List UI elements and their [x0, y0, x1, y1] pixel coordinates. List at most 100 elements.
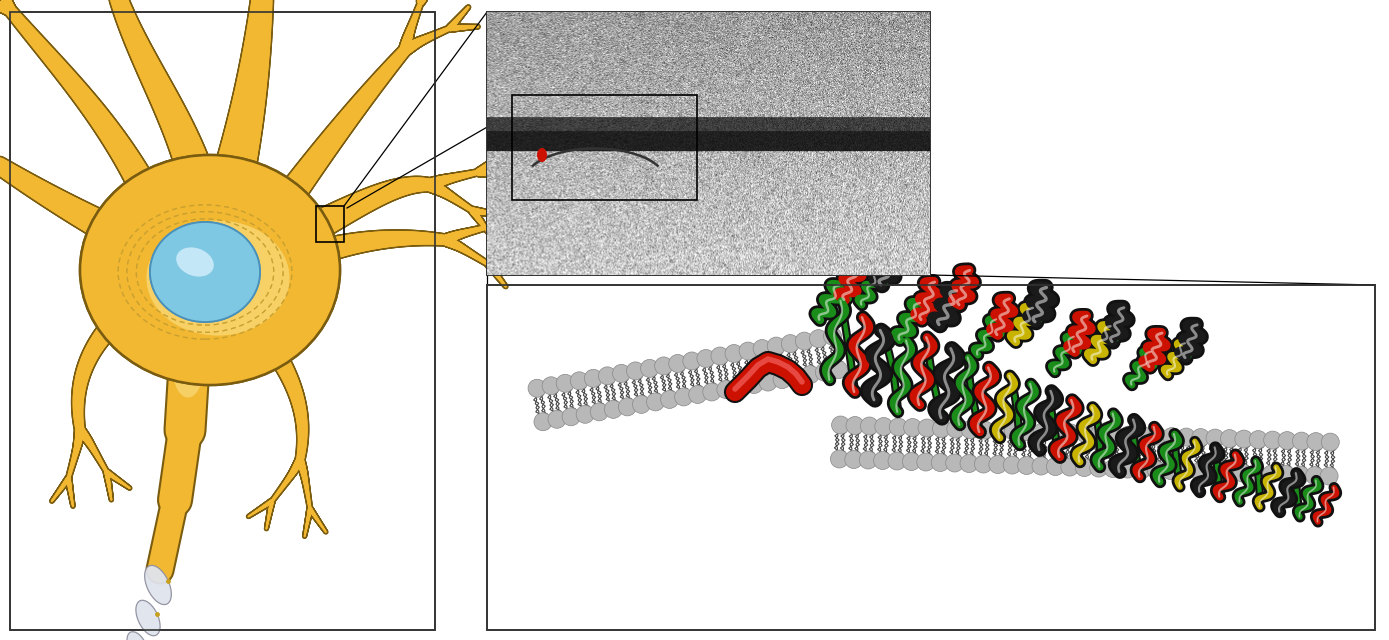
- Ellipse shape: [1206, 429, 1224, 447]
- Ellipse shape: [1075, 458, 1093, 477]
- Ellipse shape: [618, 398, 636, 416]
- Ellipse shape: [889, 418, 907, 436]
- Ellipse shape: [126, 632, 149, 640]
- Ellipse shape: [1161, 461, 1179, 479]
- Ellipse shape: [845, 451, 863, 468]
- Ellipse shape: [1076, 424, 1095, 443]
- Ellipse shape: [874, 451, 892, 470]
- Ellipse shape: [1061, 458, 1079, 476]
- Ellipse shape: [846, 417, 864, 435]
- Ellipse shape: [136, 600, 160, 636]
- Ellipse shape: [932, 420, 950, 438]
- Ellipse shape: [1292, 466, 1310, 484]
- Ellipse shape: [1321, 433, 1339, 451]
- Ellipse shape: [1293, 432, 1310, 450]
- Ellipse shape: [1192, 429, 1210, 447]
- Ellipse shape: [918, 419, 936, 437]
- Ellipse shape: [989, 456, 1007, 474]
- Ellipse shape: [1190, 463, 1208, 481]
- Ellipse shape: [585, 369, 603, 387]
- Ellipse shape: [697, 349, 715, 367]
- Ellipse shape: [1264, 431, 1282, 449]
- Ellipse shape: [931, 454, 949, 472]
- Ellipse shape: [668, 355, 686, 372]
- Ellipse shape: [832, 416, 850, 434]
- Ellipse shape: [632, 396, 650, 413]
- Ellipse shape: [801, 365, 820, 383]
- Ellipse shape: [1220, 463, 1238, 481]
- Ellipse shape: [528, 380, 546, 397]
- Ellipse shape: [1046, 458, 1064, 476]
- Ellipse shape: [788, 368, 806, 386]
- Ellipse shape: [1276, 465, 1295, 484]
- Ellipse shape: [1249, 431, 1267, 449]
- Ellipse shape: [1163, 428, 1181, 445]
- Ellipse shape: [1133, 427, 1151, 445]
- Ellipse shape: [829, 361, 847, 379]
- Ellipse shape: [613, 364, 631, 382]
- Ellipse shape: [1278, 431, 1296, 450]
- Ellipse shape: [703, 383, 721, 401]
- Ellipse shape: [542, 377, 560, 395]
- Ellipse shape: [1033, 423, 1051, 441]
- Ellipse shape: [1063, 424, 1081, 442]
- Ellipse shape: [146, 221, 289, 335]
- Ellipse shape: [150, 222, 260, 322]
- Ellipse shape: [590, 403, 608, 421]
- Ellipse shape: [1133, 461, 1151, 479]
- Ellipse shape: [1306, 467, 1324, 484]
- Ellipse shape: [604, 401, 622, 419]
- Ellipse shape: [1221, 429, 1239, 447]
- Ellipse shape: [646, 393, 664, 411]
- Bar: [513, 95, 697, 200]
- Ellipse shape: [774, 371, 792, 388]
- Ellipse shape: [781, 335, 799, 353]
- Ellipse shape: [1233, 464, 1251, 482]
- Ellipse shape: [1263, 465, 1281, 483]
- Ellipse shape: [903, 452, 921, 470]
- Ellipse shape: [533, 413, 551, 431]
- Ellipse shape: [640, 360, 658, 378]
- Ellipse shape: [144, 565, 171, 605]
- Bar: [317, 206, 344, 242]
- Ellipse shape: [745, 376, 763, 394]
- Ellipse shape: [796, 332, 814, 350]
- Ellipse shape: [1149, 427, 1167, 445]
- Ellipse shape: [626, 362, 644, 380]
- Ellipse shape: [81, 155, 340, 385]
- Ellipse shape: [675, 388, 693, 406]
- Ellipse shape: [824, 327, 842, 345]
- Ellipse shape: [1176, 462, 1195, 480]
- Ellipse shape: [556, 374, 574, 392]
- Ellipse shape: [1106, 426, 1124, 444]
- Ellipse shape: [961, 420, 979, 438]
- Ellipse shape: [1018, 456, 1036, 474]
- Ellipse shape: [810, 330, 828, 348]
- Ellipse shape: [571, 372, 589, 390]
- Ellipse shape: [975, 455, 992, 473]
- Ellipse shape: [576, 405, 594, 423]
- Ellipse shape: [683, 352, 701, 370]
- Ellipse shape: [661, 390, 679, 408]
- Ellipse shape: [947, 420, 965, 438]
- Ellipse shape: [831, 450, 849, 468]
- Ellipse shape: [1020, 422, 1036, 440]
- Ellipse shape: [1178, 428, 1196, 446]
- Ellipse shape: [1249, 465, 1267, 483]
- Ellipse shape: [711, 347, 729, 365]
- Ellipse shape: [599, 367, 617, 385]
- Ellipse shape: [146, 221, 289, 335]
- Ellipse shape: [549, 410, 567, 428]
- Ellipse shape: [1320, 467, 1338, 485]
- Ellipse shape: [1147, 461, 1165, 479]
- Ellipse shape: [815, 363, 833, 381]
- Ellipse shape: [1204, 463, 1222, 481]
- Ellipse shape: [946, 454, 964, 472]
- Ellipse shape: [1104, 460, 1122, 477]
- Ellipse shape: [176, 248, 214, 276]
- Ellipse shape: [725, 344, 743, 362]
- Ellipse shape: [176, 248, 214, 276]
- Ellipse shape: [860, 451, 878, 469]
- Ellipse shape: [1090, 425, 1108, 443]
- Ellipse shape: [174, 342, 203, 397]
